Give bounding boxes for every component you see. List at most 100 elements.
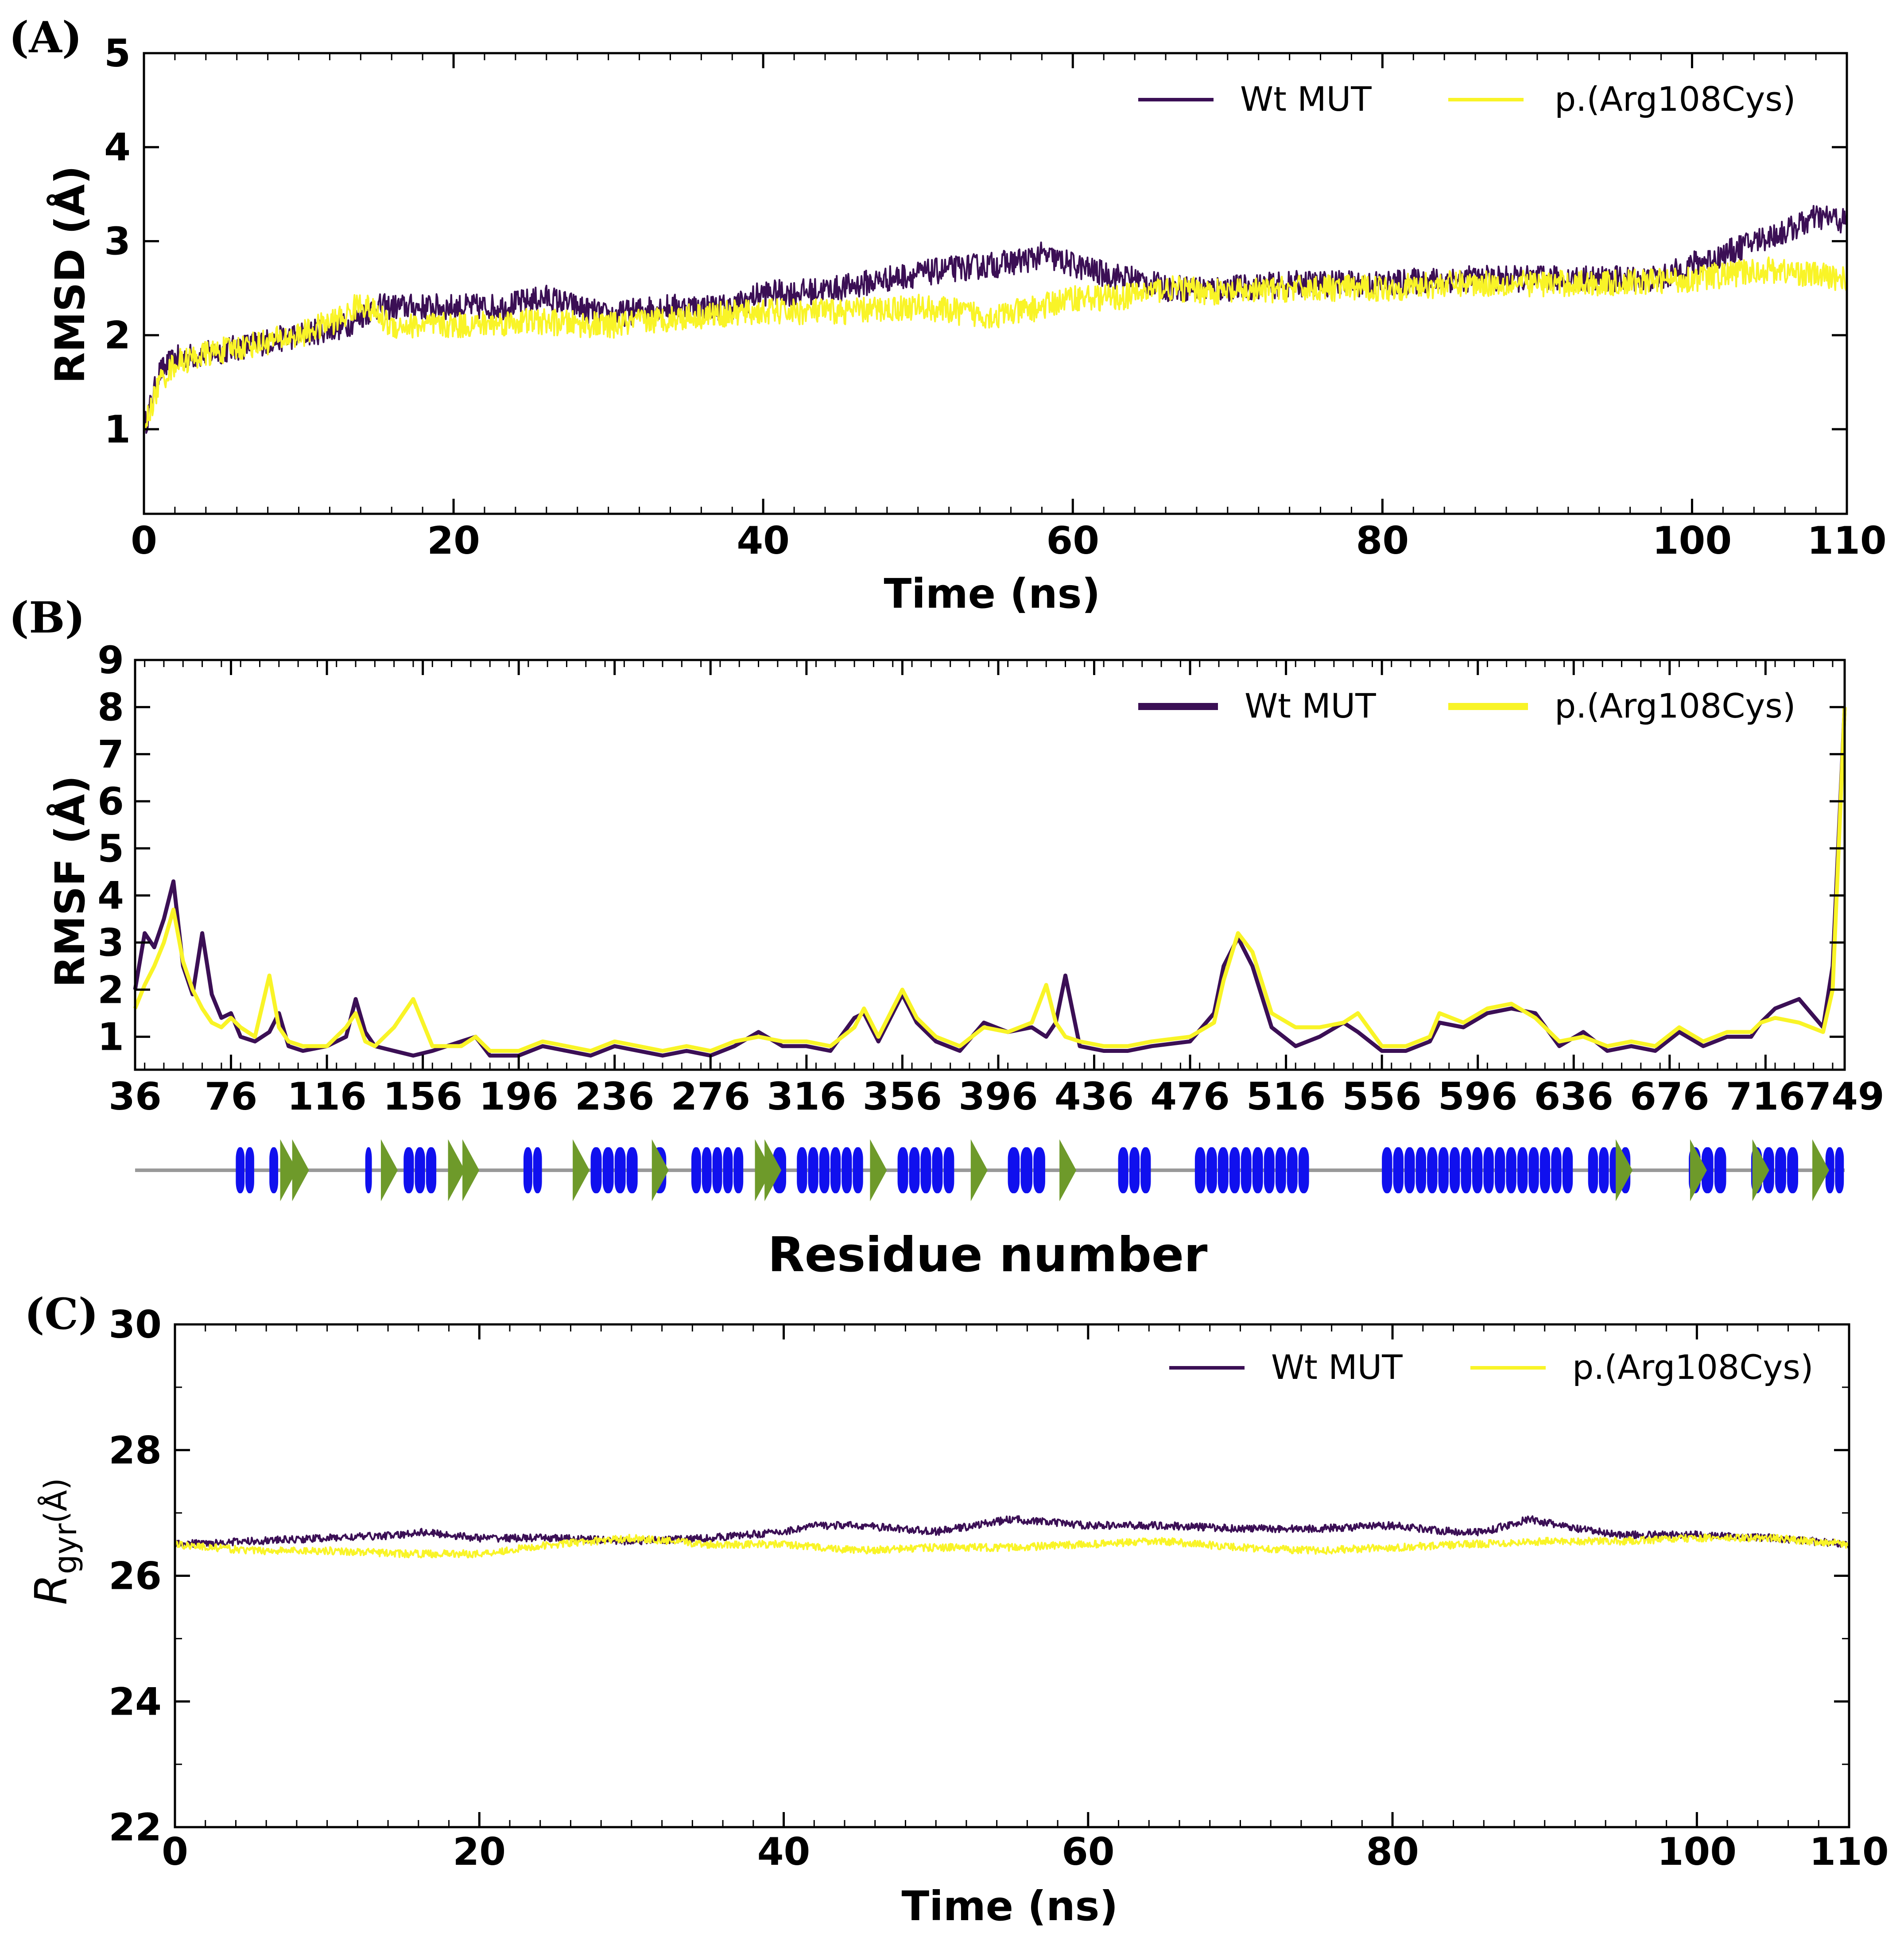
ss-helix-segment — [733, 1147, 744, 1193]
ss-helix-segment — [1825, 1147, 1834, 1193]
legend-label-wt-mut: Wt MUT — [1245, 686, 1376, 726]
x-tick-label: 100 — [1657, 1830, 1737, 1874]
secondary-structure-track — [135, 1139, 1845, 1201]
y-tick-label: 3 — [97, 921, 124, 965]
legend-label-arg108cys: p.(Arg108Cys) — [1555, 79, 1796, 119]
ss-strand-arrow — [280, 1139, 297, 1201]
ss-helix-segment — [590, 1147, 602, 1193]
ss-strand-arrow — [1616, 1139, 1633, 1201]
x-tick-label: 0 — [131, 519, 157, 563]
ss-helix-segment — [1702, 1147, 1714, 1193]
x-tick-label: 20 — [453, 1830, 506, 1874]
ss-helix-segment — [819, 1147, 830, 1193]
ss-helix-segment — [1033, 1147, 1045, 1193]
y-tick-label: 7 — [97, 733, 124, 777]
ss-strand-arrow — [1812, 1139, 1830, 1201]
y-tick-label: 26 — [109, 1554, 162, 1599]
ss-strand-arrow — [651, 1139, 669, 1201]
y-tick-label: 5 — [97, 827, 124, 871]
legend-label-arg108cys: p.(Arg108Cys) — [1555, 686, 1796, 726]
ss-helix-segment — [691, 1147, 701, 1193]
y-tick-label: 4 — [104, 125, 131, 170]
x-tick-label: 196 — [479, 1075, 558, 1119]
ss-helix-segment — [712, 1147, 722, 1193]
rgyr-unit: (Å) — [38, 1478, 74, 1524]
ss-helix-segment — [1438, 1147, 1449, 1193]
series-line-arg108cys — [133, 707, 1847, 1053]
plot-frame — [134, 659, 1846, 1071]
x-tick-label: 110 — [1809, 1830, 1889, 1874]
ss-helix-segment — [1787, 1147, 1798, 1193]
ss-helix-segment — [841, 1147, 852, 1193]
x-tick-label: 356 — [863, 1075, 942, 1119]
svg-text:Rgyr(Å): Rgyr(Å) — [25, 1478, 84, 1605]
ss-strand-arrow — [292, 1139, 309, 1201]
x-tick-label: 716 — [1726, 1075, 1806, 1119]
x-tick-label: 36 — [109, 1075, 162, 1119]
x-tick-label: 516 — [1246, 1075, 1326, 1119]
ss-strand-arrow — [764, 1139, 782, 1201]
y-tick-label: 3 — [104, 219, 131, 264]
ss-helix-segment — [245, 1147, 254, 1193]
ss-helix-segment — [909, 1147, 920, 1193]
y-tick-label: 4 — [97, 874, 124, 918]
x-tick-label: 60 — [1046, 519, 1099, 563]
ss-helix-segment — [1206, 1147, 1217, 1193]
x-tick-label: 556 — [1342, 1075, 1422, 1119]
legend-label-wt-mut: Wt MUT — [1240, 79, 1372, 119]
ss-strand-arrow — [462, 1139, 480, 1201]
ss-helix-segment — [932, 1147, 943, 1193]
ss-helix-segment — [1194, 1147, 1206, 1193]
x-tick-label: 40 — [737, 519, 790, 563]
ss-helix-segment — [1415, 1147, 1426, 1193]
ss-helix-segment — [1472, 1147, 1483, 1193]
ss-helix-segment — [1298, 1147, 1309, 1193]
ss-helix-segment — [1562, 1147, 1573, 1193]
ss-strand-arrow — [755, 1139, 772, 1201]
series-line-arg108cys — [174, 1533, 1850, 1559]
x-tick-label: 20 — [427, 519, 480, 563]
y-tick-label: 6 — [97, 780, 124, 824]
panel-b-legend: Wt MUT p.(Arg108Cys) — [1138, 686, 1796, 726]
x-tick-label: 100 — [1652, 519, 1732, 563]
panel-b-rmsf: (B) Residue number RMSF (Å) Wt MUT p.(Ar… — [9, 593, 1885, 1283]
ss-helix-segment — [614, 1147, 626, 1193]
ss-helix-segment — [426, 1147, 437, 1193]
ss-helix-segment — [1118, 1147, 1128, 1193]
legend-label-wt-mut: Wt MUT — [1271, 1347, 1403, 1387]
ss-helix-segment — [403, 1147, 414, 1193]
ss-helix-segment — [1393, 1147, 1404, 1193]
ss-helix-segment — [1517, 1147, 1528, 1193]
ss-helix-segment — [1264, 1147, 1275, 1193]
panel-a-legend: Wt MUT p.(Arg108Cys) — [1138, 79, 1796, 119]
ss-helix-segment — [808, 1147, 818, 1193]
ss-helix-segment — [943, 1147, 954, 1193]
ss-strand-arrow — [970, 1139, 988, 1201]
ss-helix-segment — [1218, 1147, 1229, 1193]
x-tick-label: 156 — [383, 1075, 463, 1119]
series-line-wt-mut — [133, 707, 1847, 1058]
ss-helix-segment — [1506, 1147, 1516, 1193]
ss-helix-segment — [1140, 1147, 1151, 1193]
x-tick-label: 80 — [1356, 519, 1409, 563]
x-tick-label: 76 — [205, 1075, 258, 1119]
rgyr-symbol: R — [25, 1574, 77, 1605]
x-tick-label: 476 — [1150, 1075, 1230, 1119]
ss-strand-arrow — [573, 1139, 590, 1201]
x-tick-label: 676 — [1630, 1075, 1710, 1119]
ss-helix-segment — [1427, 1147, 1438, 1193]
plot-frame — [143, 52, 1848, 515]
ss-helix-segment — [626, 1147, 638, 1193]
ss-helix-segment — [1252, 1147, 1263, 1193]
y-tick-label: 5 — [104, 31, 131, 76]
y-tick-label: 24 — [109, 1680, 162, 1724]
ss-helix-segment — [1835, 1147, 1844, 1193]
x-tick-label: 636 — [1534, 1075, 1613, 1119]
ss-strand-arrow — [448, 1139, 465, 1201]
x-tick-label: 436 — [1055, 1075, 1134, 1119]
panel-c-label: (C) — [24, 1289, 98, 1339]
ss-helix-segment — [797, 1147, 807, 1193]
y-tick-label: 2 — [97, 968, 124, 1012]
panel-c-y-axis-title: Rgyr(Å) — [25, 1478, 84, 1605]
